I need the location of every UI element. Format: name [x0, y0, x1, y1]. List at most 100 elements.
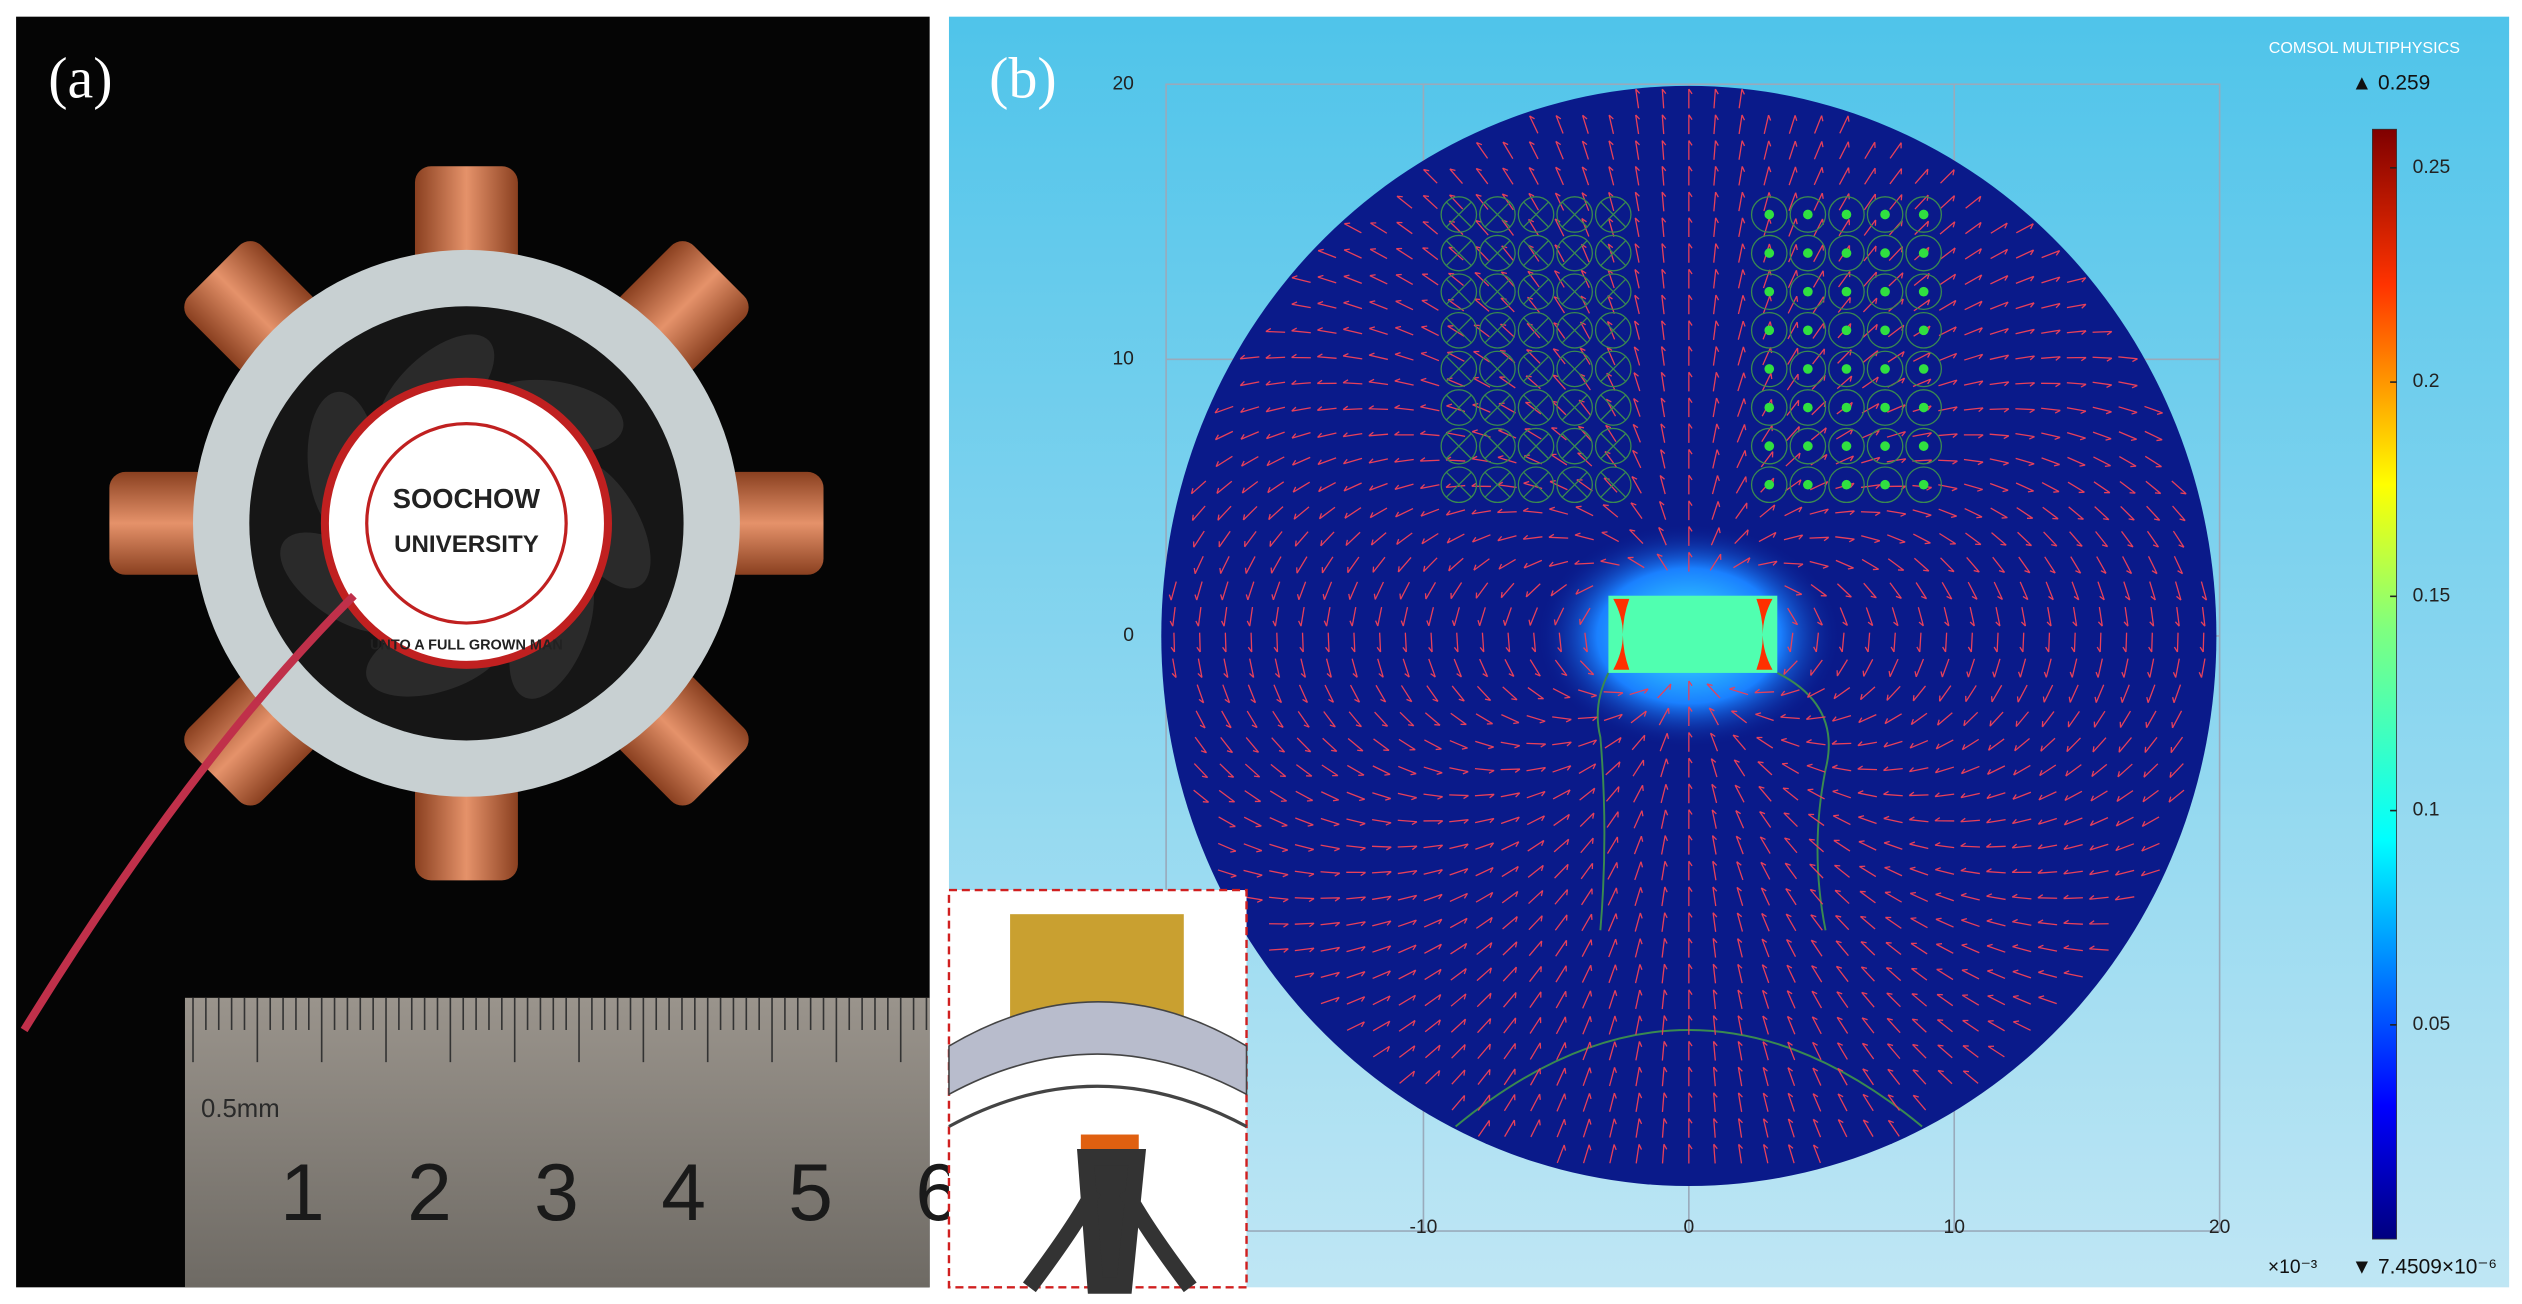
arrow — [1479, 658, 1489, 678]
arrow — [1709, 553, 1722, 571]
arrow — [1936, 968, 1954, 981]
arrow — [1809, 888, 1824, 905]
arrow — [1964, 248, 1982, 260]
arrow — [1964, 508, 1983, 519]
badge-text: UNTO A FULL GROWN MAN — [370, 637, 563, 653]
arrow — [1324, 684, 1335, 703]
ruler-number: 3 — [534, 1148, 579, 1238]
arrow — [1548, 533, 1569, 539]
arrow — [1342, 352, 1363, 360]
arrow — [1634, 861, 1644, 881]
arrow — [1834, 889, 1850, 905]
arrow — [1909, 739, 1929, 749]
coil-wire — [1594, 311, 1632, 349]
coil-cross — [1561, 394, 1588, 421]
coil-dot — [1803, 325, 1813, 336]
arrow — [1964, 327, 1983, 336]
device: SOOCHOW UNIVERSITY UNTO A FULL GROWN MAN — [20, 166, 824, 1033]
arrow — [1606, 836, 1619, 854]
arrow — [1528, 889, 1544, 905]
arrow — [1528, 915, 1543, 931]
coil-wire — [1594, 389, 1632, 426]
arrow — [1526, 742, 1547, 748]
arrow — [2041, 407, 2061, 414]
coil-dot — [1841, 325, 1852, 336]
arrow — [1323, 711, 1336, 728]
arrow — [1500, 768, 1521, 773]
arrow — [1810, 427, 1827, 441]
arrow — [1602, 504, 1619, 518]
arrow — [2089, 945, 2109, 951]
arrow — [1712, 397, 1720, 418]
coil-cross — [1561, 432, 1588, 460]
arrow — [2122, 556, 2133, 575]
arrow — [1574, 532, 1594, 541]
coil-wire — [1828, 311, 1865, 349]
arrow — [2173, 632, 2179, 653]
coil-cross — [1522, 278, 1550, 306]
arrow — [1294, 897, 1315, 903]
arrow — [1477, 1094, 1491, 1111]
arrow — [1320, 791, 1340, 802]
arrow — [1605, 761, 1621, 776]
coil-cross — [1445, 394, 1473, 421]
arrow — [1989, 458, 2009, 466]
coil-dot — [1880, 209, 1890, 220]
arrow — [1424, 1019, 1441, 1033]
inset-ring-edge — [948, 1084, 1248, 1128]
arrow — [1780, 689, 1800, 697]
arrow — [2070, 632, 2076, 653]
arrow — [2088, 895, 2109, 900]
arrow — [1420, 377, 1440, 387]
arrow — [1661, 1118, 1668, 1138]
arrow — [1421, 532, 1439, 545]
arrow — [2046, 606, 2052, 627]
arrow — [1528, 167, 1539, 185]
arrow — [2095, 531, 2109, 548]
coil-cross — [1445, 278, 1473, 306]
arrow — [1317, 432, 1337, 439]
y-tick-label: 10 — [1112, 348, 1133, 369]
arrow — [1737, 1015, 1743, 1035]
arrow — [1886, 685, 1901, 701]
arrow — [1475, 713, 1493, 725]
arrow — [1394, 431, 1414, 436]
arrow — [1219, 763, 1235, 778]
arrow — [1813, 166, 1824, 186]
arrow — [1629, 529, 1644, 545]
coil-dot — [1880, 479, 1890, 490]
arrow — [2174, 606, 2180, 627]
arrow — [1861, 429, 1880, 439]
arrow — [1529, 965, 1542, 983]
arrow — [2015, 408, 2035, 414]
arrow — [1935, 867, 1955, 875]
arrow — [1342, 379, 1363, 385]
arrow — [1734, 784, 1745, 803]
arrow — [1688, 320, 1693, 340]
arrow — [2042, 506, 2059, 520]
arrow — [1583, 632, 1588, 653]
arrow — [1688, 757, 1693, 778]
arrow — [1787, 1144, 1795, 1164]
arrow — [1372, 945, 1392, 953]
arrow — [1400, 685, 1413, 703]
arrow — [1574, 560, 1594, 565]
arrow — [1451, 685, 1465, 702]
arrow — [1785, 452, 1801, 467]
arrow — [1810, 914, 1823, 931]
coil-wire — [1866, 427, 1904, 465]
arrow — [1219, 556, 1230, 574]
arrow — [2146, 530, 2160, 548]
coil-dot — [1803, 209, 1813, 220]
arrow — [1423, 918, 1443, 928]
arrow — [2121, 658, 2129, 678]
arrow — [1737, 989, 1743, 1010]
arrow — [1812, 1067, 1822, 1086]
arrow — [1396, 195, 1413, 209]
arrow — [1549, 506, 1569, 515]
arrow — [1321, 764, 1339, 777]
arrow — [1501, 865, 1519, 878]
arrow — [1448, 557, 1464, 572]
arrow — [1552, 765, 1572, 773]
arrow — [1735, 502, 1748, 520]
